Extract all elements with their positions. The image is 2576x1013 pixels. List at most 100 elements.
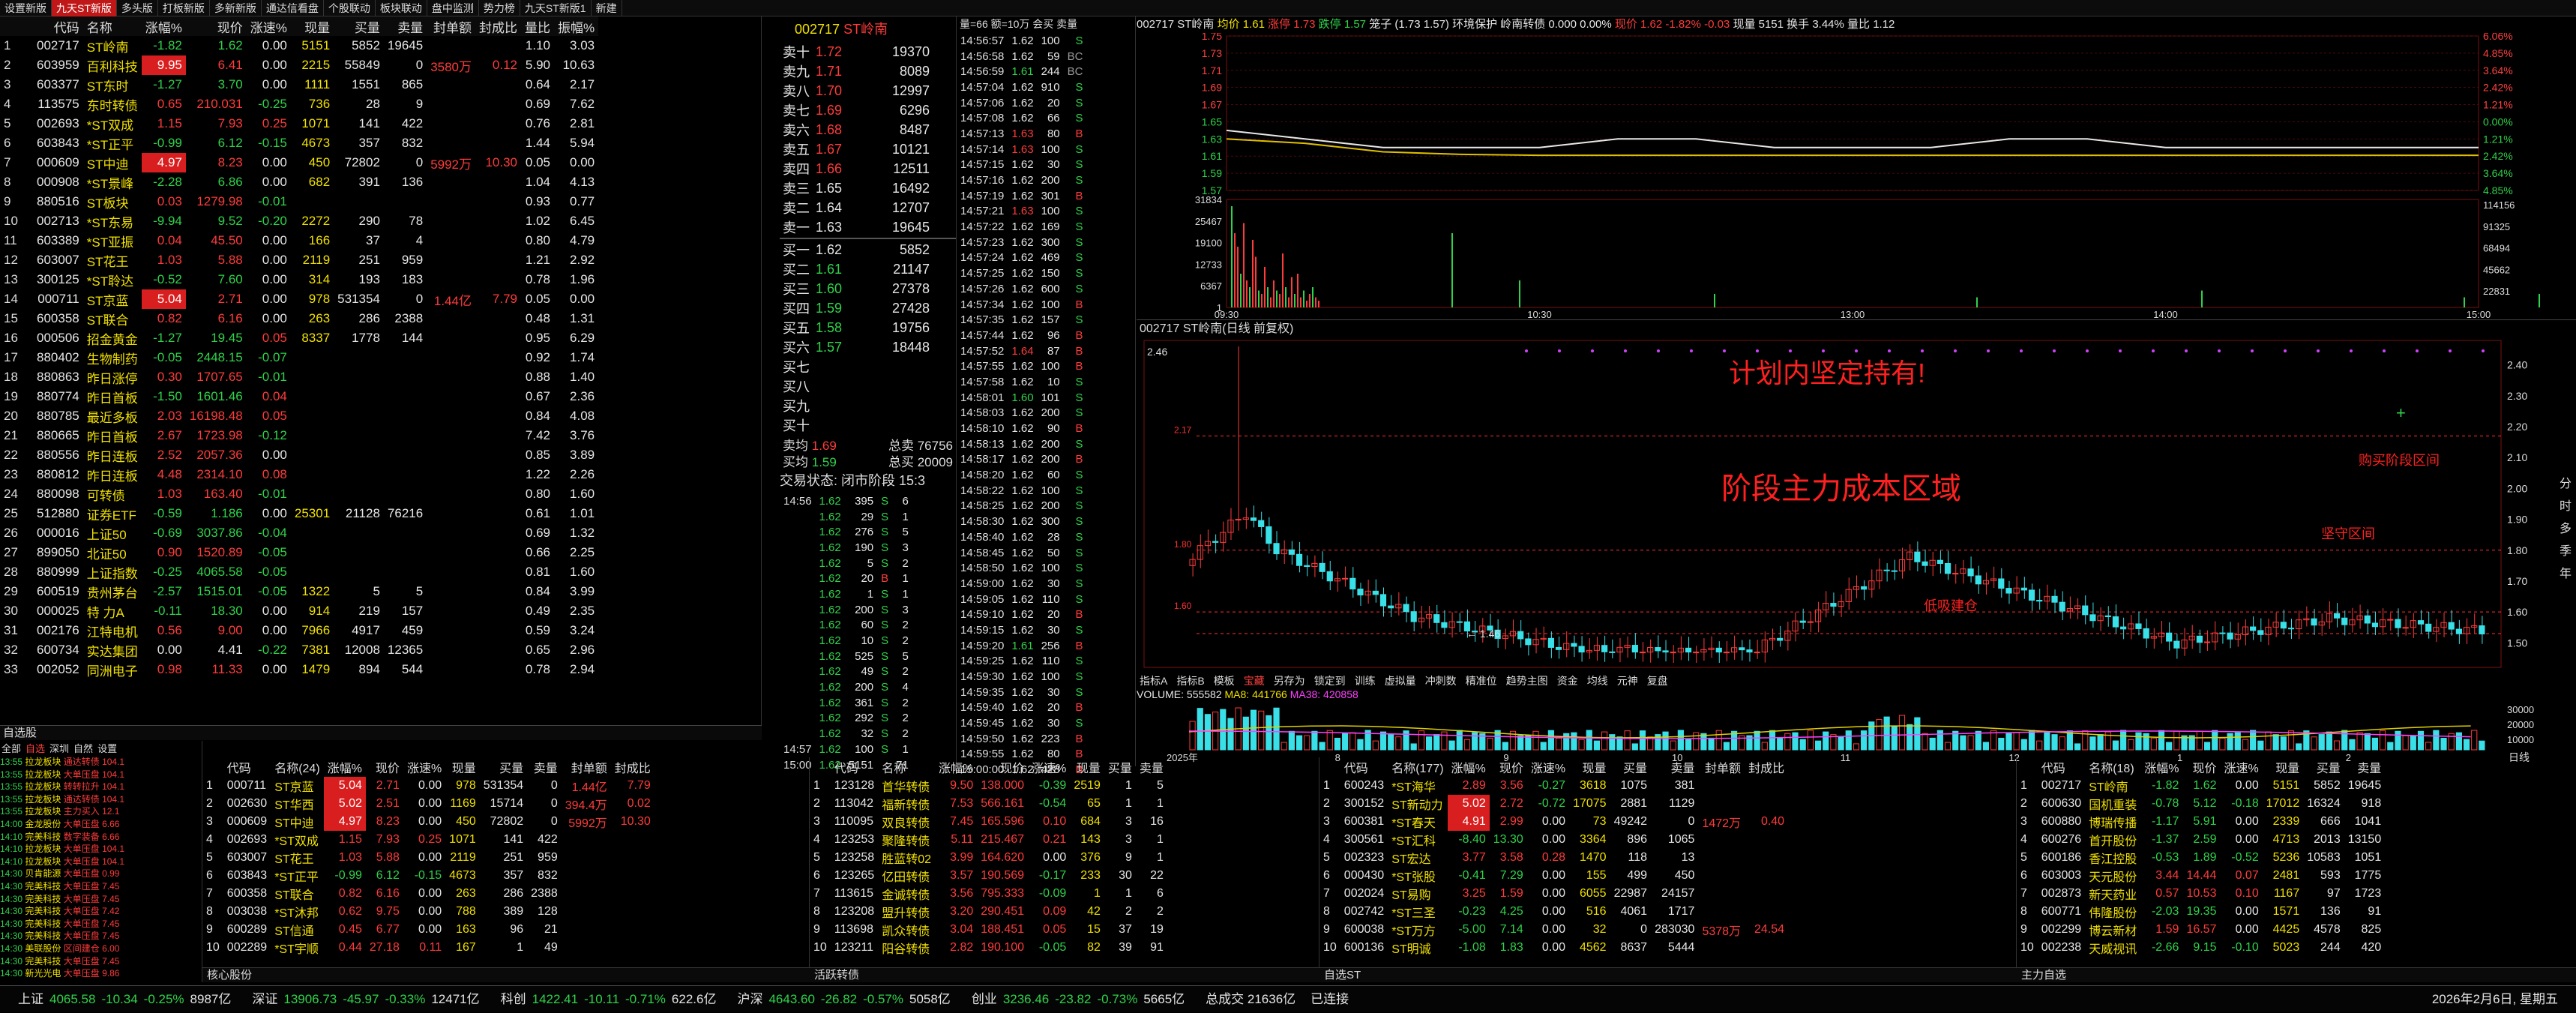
alert-tab[interactable]: 全部 bbox=[1, 743, 22, 754]
table-row[interactable]: 23 880812 昨日连板 4.48 2314.10 0.08 1.22 2.26 bbox=[0, 465, 598, 484]
column-header[interactable]: 现量 bbox=[290, 16, 334, 36]
alert-item[interactable]: 14:30 完美科技 大单压盘 7.45 bbox=[0, 930, 202, 943]
column-header[interactable]: 封单额 bbox=[1705, 763, 1742, 775]
column-header[interactable]: 涨速% bbox=[406, 763, 442, 775]
table-row[interactable]: 1 000711 ST京蓝 5.04 2.71 0.00 978 531354 0 1.44亿 7.… bbox=[202, 777, 654, 795]
bid-row[interactable]: 买十 bbox=[780, 415, 933, 435]
column-header[interactable]: 涨速% bbox=[2224, 763, 2259, 775]
bid-row[interactable]: 买九 bbox=[780, 396, 933, 415]
bottom-tab-1[interactable]: 核心股份 bbox=[207, 969, 253, 982]
table-row[interactable]: 10 002289 *ST宇顺 0.44 27.18 0.11 167 1 49 bbox=[202, 939, 654, 957]
bottom-tab-4[interactable]: 主力自选 bbox=[2021, 969, 2067, 982]
indicator-tab[interactable]: 复盘 bbox=[1646, 675, 1668, 687]
column-header[interactable]: 名称 bbox=[82, 16, 142, 36]
column-header[interactable]: 名称(18) bbox=[2089, 763, 2134, 775]
column-header[interactable]: 买量 bbox=[499, 763, 524, 775]
alert-item[interactable]: 14:30 完美科技 大单压盘 7.45 bbox=[0, 893, 202, 906]
table-row[interactable]: 3 603377 ST东时 -1.27 3.70 0.00 1111 1551 865 0.64 2… bbox=[0, 75, 598, 94]
table-row[interactable]: 6 123265 亿田转债 3.57 190.569 -0.17 233 30 22 bbox=[810, 867, 1167, 885]
alert-item[interactable]: 14:10 完美科技 数字装备 6.66 bbox=[0, 831, 202, 844]
table-row[interactable]: 4 300561 *ST汇科 -8.40 13.30 0.00 3364 896 1065 bbox=[1319, 831, 1788, 849]
table-row[interactable]: 10 002238 天威视讯 -2.66 9.15 -0.10 5023 244 420 bbox=[2017, 939, 2385, 957]
column-header[interactable]: 涨速% bbox=[246, 16, 291, 36]
column-header[interactable]: 买量 bbox=[1623, 763, 1648, 775]
table-row[interactable]: 3 600880 博瑞传播 -1.17 5.91 0.00 2339 666 1041 bbox=[2017, 813, 2385, 831]
table-row[interactable]: 4 123253 聚隆转债 5.11 215.467 0.21 143 3 1 bbox=[810, 831, 1167, 849]
table-row[interactable]: 9 002299 博云新材 1.59 16.57 0.00 4425 4578 825 bbox=[2017, 921, 2385, 939]
alert-item[interactable]: 14:30 贝肯能源 大单压盘 0.99 bbox=[0, 868, 202, 880]
ask-row[interactable]: 卖十 1.72 19370 bbox=[780, 42, 933, 61]
table-row[interactable]: 1 002717 ST岭南 -1.82 1.62 0.00 5151 5852 19645 bbox=[2017, 777, 2385, 795]
alert-item[interactable]: 13:55 拉龙板块 大单压盘 104.1 bbox=[0, 769, 202, 781]
table-row[interactable]: 7 600358 ST联合 0.82 6.16 0.00 263 286 2388 bbox=[202, 885, 654, 903]
column-header[interactable]: 卖量 bbox=[1139, 763, 1164, 775]
column-header[interactable]: 涨幅% bbox=[327, 763, 362, 775]
alert-item[interactable]: 14:30 完美科技 大单压盘 7.45 bbox=[0, 880, 202, 893]
column-header[interactable]: 现价 bbox=[375, 763, 400, 775]
column-header[interactable]: 代码 bbox=[1343, 763, 1368, 775]
bid-row[interactable]: 买八 bbox=[780, 376, 933, 396]
alert-item[interactable]: 14:30 新光光电 大单压盘 9.86 bbox=[0, 967, 202, 980]
bottom-tab-3[interactable]: 自选ST bbox=[1324, 969, 1361, 982]
table-row[interactable]: 8 003038 *ST沐邦 0.62 9.75 0.00 788 389 128 bbox=[202, 903, 654, 921]
column-header[interactable]: 代码 bbox=[834, 763, 858, 775]
index-summary[interactable]: 沪深 4643.60 -26.82 -0.57% 5058亿 bbox=[737, 986, 956, 1012]
bid-row[interactable]: 买一 1.62 5852 bbox=[780, 240, 933, 259]
column-header[interactable]: 卖量 bbox=[383, 16, 427, 36]
column-header[interactable]: 名称(177) bbox=[1391, 763, 1444, 775]
top-tab[interactable]: 多新新版 bbox=[210, 0, 262, 16]
ask-row[interactable]: 卖五 1.67 10121 bbox=[780, 139, 933, 159]
top-tab[interactable]: 九天ST新版1 bbox=[520, 0, 592, 16]
table-row[interactable]: 7 113615 金诚转债 3.56 795.333 -0.09 1 1 6 bbox=[810, 885, 1167, 903]
table-row[interactable]: 17 880402 生物制药 -0.05 2448.15 -0.07 0.92 1.74 bbox=[0, 348, 598, 367]
table-row[interactable]: 6 603843 *ST正平 -0.99 6.12 -0.15 4673 357 832 bbox=[202, 867, 654, 885]
alert-item[interactable]: 13:55 拉龙板块 通达转债 104.1 bbox=[0, 793, 202, 806]
column-header[interactable]: 封成比 bbox=[475, 16, 522, 36]
table-row[interactable]: 27 899050 北证50 0.90 1520.89 -0.05 0.66 2.25 bbox=[0, 543, 598, 562]
alert-item[interactable]: 13:55 拉龙板块 通达转债 104.1 bbox=[0, 756, 202, 769]
alert-tab[interactable]: 设置 bbox=[97, 743, 118, 754]
top-tab[interactable]: 势力榜 bbox=[479, 0, 520, 16]
column-header[interactable]: 现量 bbox=[1582, 763, 1607, 775]
top-tab[interactable]: 新建 bbox=[592, 0, 622, 16]
ask-row[interactable]: 卖七 1.69 6296 bbox=[780, 100, 933, 120]
table-row[interactable]: 2 113042 福新转债 7.53 566.161 -0.54 65 1 1 bbox=[810, 795, 1167, 813]
bid-row[interactable]: 买二 1.61 21147 bbox=[780, 259, 933, 279]
alert-item[interactable]: 14:30 完美科技 大单压盘 7.45 bbox=[0, 955, 202, 968]
column-header[interactable]: 涨速% bbox=[1032, 763, 1067, 775]
top-tab[interactable]: 九天ST新版 bbox=[52, 0, 117, 16]
kline-chart[interactable]: 2.402.302.202.102.001.901.801.701.601.50… bbox=[1137, 337, 2576, 673]
indicator-tab[interactable]: 锁定到 bbox=[1313, 675, 1346, 687]
table-row[interactable]: 10 600136 ST明诚 -1.08 1.83 0.00 4562 8637 5444 bbox=[1319, 939, 1788, 957]
bid-row[interactable]: 买六 1.57 18448 bbox=[780, 337, 933, 357]
alert-item[interactable]: 14:00 金龙股份 大单压盘 6.66 bbox=[0, 818, 202, 831]
bid-row[interactable]: 买五 1.58 19756 bbox=[780, 318, 933, 337]
table-row[interactable]: 2 300152 ST新动力 5.02 2.72 -0.72 17075 2881 1129 bbox=[1319, 795, 1788, 813]
table-row[interactable]: 18 880863 昨日涨停 0.30 1707.65 -0.01 0.88 1.40 bbox=[0, 367, 598, 387]
index-summary[interactable]: 深证 13906.73 -45.97 -0.33% 12471亿 bbox=[252, 986, 485, 1012]
table-row[interactable]: 1 123128 首华转债 9.50 138.000 -0.39 2519 1 5 bbox=[810, 777, 1167, 795]
column-header[interactable]: 现价 bbox=[1499, 763, 1523, 775]
table-row[interactable]: 3 110095 双良转债 7.45 165.596 0.10 684 3 16 bbox=[810, 813, 1167, 831]
column-header[interactable]: 振幅% bbox=[554, 16, 599, 36]
self-select-label[interactable]: 自选股 bbox=[0, 725, 762, 740]
table-row[interactable]: 10 002713 *ST东易 -9.94 9.52 -0.20 2272 290 78 1.02… bbox=[0, 211, 598, 231]
column-header[interactable]: 名称 bbox=[882, 763, 906, 775]
alert-item[interactable]: 14:10 拉龙板块 大单压盘 104.1 bbox=[0, 856, 202, 868]
indicator-tab[interactable]: 宝藏 bbox=[1243, 675, 1265, 687]
top-tab[interactable]: 板块联动 bbox=[376, 0, 427, 16]
top-tab[interactable]: 多头版 bbox=[117, 0, 158, 16]
bid-row[interactable]: 买七 bbox=[780, 357, 933, 376]
column-header[interactable]: 卖量 bbox=[1670, 763, 1695, 775]
intraday-chart[interactable]: 1.75 6.06%1.73 4.85%1.71 3.64%1.69 2.42%1.67… bbox=[1137, 30, 2576, 320]
column-header[interactable]: 现价 bbox=[2192, 763, 2217, 775]
top-tab[interactable]: 打板新版 bbox=[158, 0, 210, 16]
table-row[interactable]: 5 600186 香江控股 -0.53 1.89 -0.52 5236 10583 1051 bbox=[2017, 849, 2385, 867]
table-row[interactable]: 9 600289 ST信通 0.45 6.77 0.00 163 96 21 bbox=[202, 921, 654, 939]
table-row[interactable]: 33 002052 同洲电子 0.98 11.33 0.00 1479 894 544 0.78 2… bbox=[0, 660, 598, 679]
table-row[interactable]: 5 002693 *ST双成 1.15 7.93 0.25 1071 141 422 0.76 2.… bbox=[0, 114, 598, 133]
table-row[interactable]: 14 000711 ST京蓝 5.04 2.71 0.00 978 531354 0 1.44亿 7… bbox=[0, 289, 598, 309]
indicator-tab[interactable]: 另存为 bbox=[1273, 675, 1305, 687]
indicator-tab[interactable]: 模板 bbox=[1213, 675, 1235, 687]
column-header[interactable]: 现量 bbox=[2275, 763, 2300, 775]
